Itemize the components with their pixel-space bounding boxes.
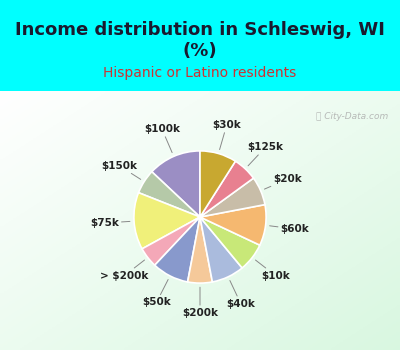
Text: $50k: $50k: [142, 280, 171, 307]
Wedge shape: [200, 161, 254, 217]
Text: $125k: $125k: [248, 142, 284, 166]
Wedge shape: [200, 205, 266, 245]
Text: Hispanic or Latino residents: Hispanic or Latino residents: [103, 66, 297, 80]
Wedge shape: [200, 178, 265, 217]
Text: 🔍 City-Data.com: 🔍 City-Data.com: [316, 112, 388, 121]
Wedge shape: [200, 217, 260, 268]
Text: > $200k: > $200k: [100, 260, 148, 281]
Wedge shape: [152, 151, 200, 217]
Text: $150k: $150k: [101, 161, 141, 180]
Wedge shape: [188, 217, 212, 283]
Wedge shape: [142, 217, 200, 265]
Text: $10k: $10k: [256, 260, 290, 281]
Wedge shape: [155, 217, 200, 282]
Text: $60k: $60k: [270, 224, 310, 234]
Text: $30k: $30k: [212, 120, 241, 149]
Text: $20k: $20k: [264, 174, 302, 189]
Text: $75k: $75k: [90, 218, 130, 228]
Text: $40k: $40k: [226, 281, 255, 309]
Text: $200k: $200k: [182, 287, 218, 318]
Text: Income distribution in Schleswig, WI
(%): Income distribution in Schleswig, WI (%): [15, 21, 385, 60]
Wedge shape: [200, 217, 242, 282]
Wedge shape: [138, 172, 200, 217]
Text: $100k: $100k: [144, 124, 180, 153]
Wedge shape: [134, 193, 200, 249]
Wedge shape: [200, 151, 236, 217]
